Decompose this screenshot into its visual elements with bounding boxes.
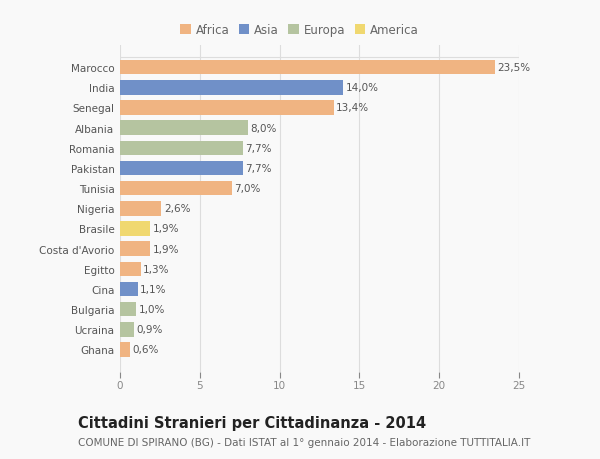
Bar — [120, 242, 151, 256]
Text: 1,1%: 1,1% — [140, 285, 166, 294]
Bar — [120, 61, 495, 75]
Bar — [120, 282, 137, 297]
Legend: Africa, Asia, Europa, America: Africa, Asia, Europa, America — [181, 24, 419, 37]
Text: 14,0%: 14,0% — [346, 83, 379, 93]
Bar — [120, 222, 151, 236]
Text: 1,9%: 1,9% — [153, 244, 179, 254]
Bar — [120, 81, 343, 95]
Text: 1,3%: 1,3% — [143, 264, 170, 274]
Bar — [120, 302, 136, 317]
Text: 2,6%: 2,6% — [164, 204, 190, 214]
Bar — [120, 101, 334, 116]
Text: COMUNE DI SPIRANO (BG) - Dati ISTAT al 1° gennaio 2014 - Elaborazione TUTTITALIA: COMUNE DI SPIRANO (BG) - Dati ISTAT al 1… — [78, 437, 530, 447]
Text: 13,4%: 13,4% — [336, 103, 370, 113]
Text: 0,6%: 0,6% — [132, 345, 158, 355]
Text: 0,9%: 0,9% — [137, 325, 163, 335]
Text: 7,0%: 7,0% — [234, 184, 260, 194]
Bar — [120, 262, 141, 276]
Bar — [120, 342, 130, 357]
Text: Cittadini Stranieri per Cittadinanza - 2014: Cittadini Stranieri per Cittadinanza - 2… — [78, 415, 426, 431]
Bar — [120, 181, 232, 196]
Bar — [120, 141, 243, 156]
Text: 1,0%: 1,0% — [139, 304, 165, 314]
Bar — [120, 322, 134, 337]
Bar — [120, 121, 248, 135]
Text: 7,7%: 7,7% — [245, 163, 272, 174]
Text: 1,9%: 1,9% — [153, 224, 179, 234]
Text: 7,7%: 7,7% — [245, 144, 272, 153]
Bar — [120, 202, 161, 216]
Bar — [120, 162, 243, 176]
Text: 23,5%: 23,5% — [497, 63, 530, 73]
Text: 8,0%: 8,0% — [250, 123, 277, 133]
